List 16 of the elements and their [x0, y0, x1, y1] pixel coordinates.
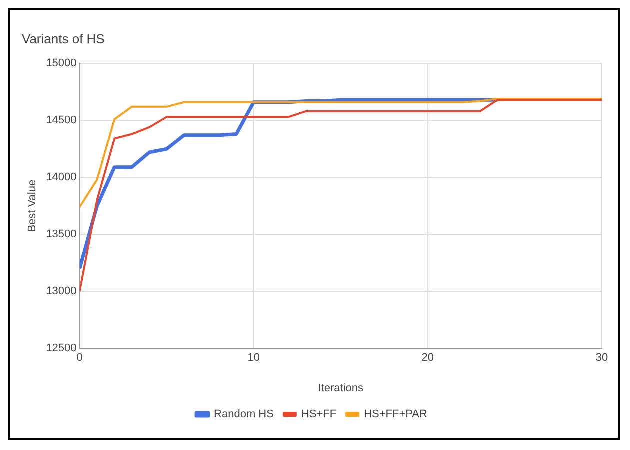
y-axis-title: Best Value: [26, 180, 39, 232]
x-axis-title: Iterations: [318, 382, 364, 394]
y-tick-label: 13500: [46, 228, 77, 241]
x-tick-label: 0: [76, 352, 83, 364]
y-tick-label: 14000: [46, 172, 77, 184]
x-tick-label: 30: [596, 352, 608, 364]
x-tick-label: 10: [248, 352, 260, 364]
legend-label: HS+FF+PAR: [364, 408, 428, 421]
y-tick-label: 12500: [46, 342, 77, 355]
legend-label: Random HS: [214, 408, 274, 421]
chart-title: Variants of HS: [22, 31, 106, 46]
legend-label: HS+FF: [301, 408, 337, 421]
y-tick-label: 14500: [46, 114, 77, 127]
y-tick-label: 13000: [46, 286, 77, 298]
y-tick-label: 15000: [46, 58, 77, 70]
x-tick-label: 20: [422, 352, 434, 364]
